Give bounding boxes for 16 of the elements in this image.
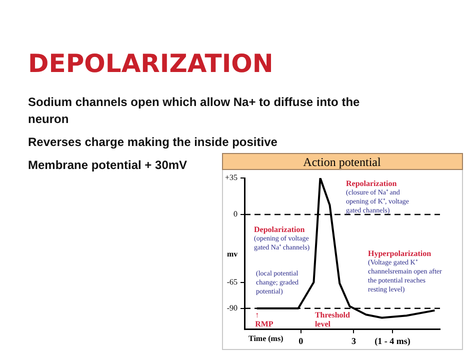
x-tick-label: 0 bbox=[298, 336, 304, 346]
chart-subtitle: Action potential bbox=[303, 155, 382, 169]
x-axis-title: Time (ms) bbox=[248, 334, 284, 344]
text: Reverses charge making the inside positive bbox=[28, 135, 278, 149]
y-tick-label: 0 bbox=[234, 210, 238, 219]
chart-title: DEPOLARIZATION bbox=[28, 49, 274, 78]
annotation: Threshold level bbox=[314, 310, 350, 329]
text: Membrane potential + 30mV bbox=[28, 158, 188, 172]
annotation: ↑ RMP bbox=[255, 310, 274, 329]
y-tick-label: -65 bbox=[226, 277, 238, 286]
y-tick-label: -90 bbox=[226, 303, 238, 312]
y-axis-title: mv bbox=[227, 250, 238, 259]
x-tick-label: (1 - 4 ms) bbox=[374, 336, 410, 346]
y-tick-label: +35 bbox=[224, 173, 238, 182]
text: Sodium channels open which allow Na+ to diffuse into the neuron bbox=[28, 95, 360, 126]
x-tick-label: 3 bbox=[351, 336, 356, 346]
